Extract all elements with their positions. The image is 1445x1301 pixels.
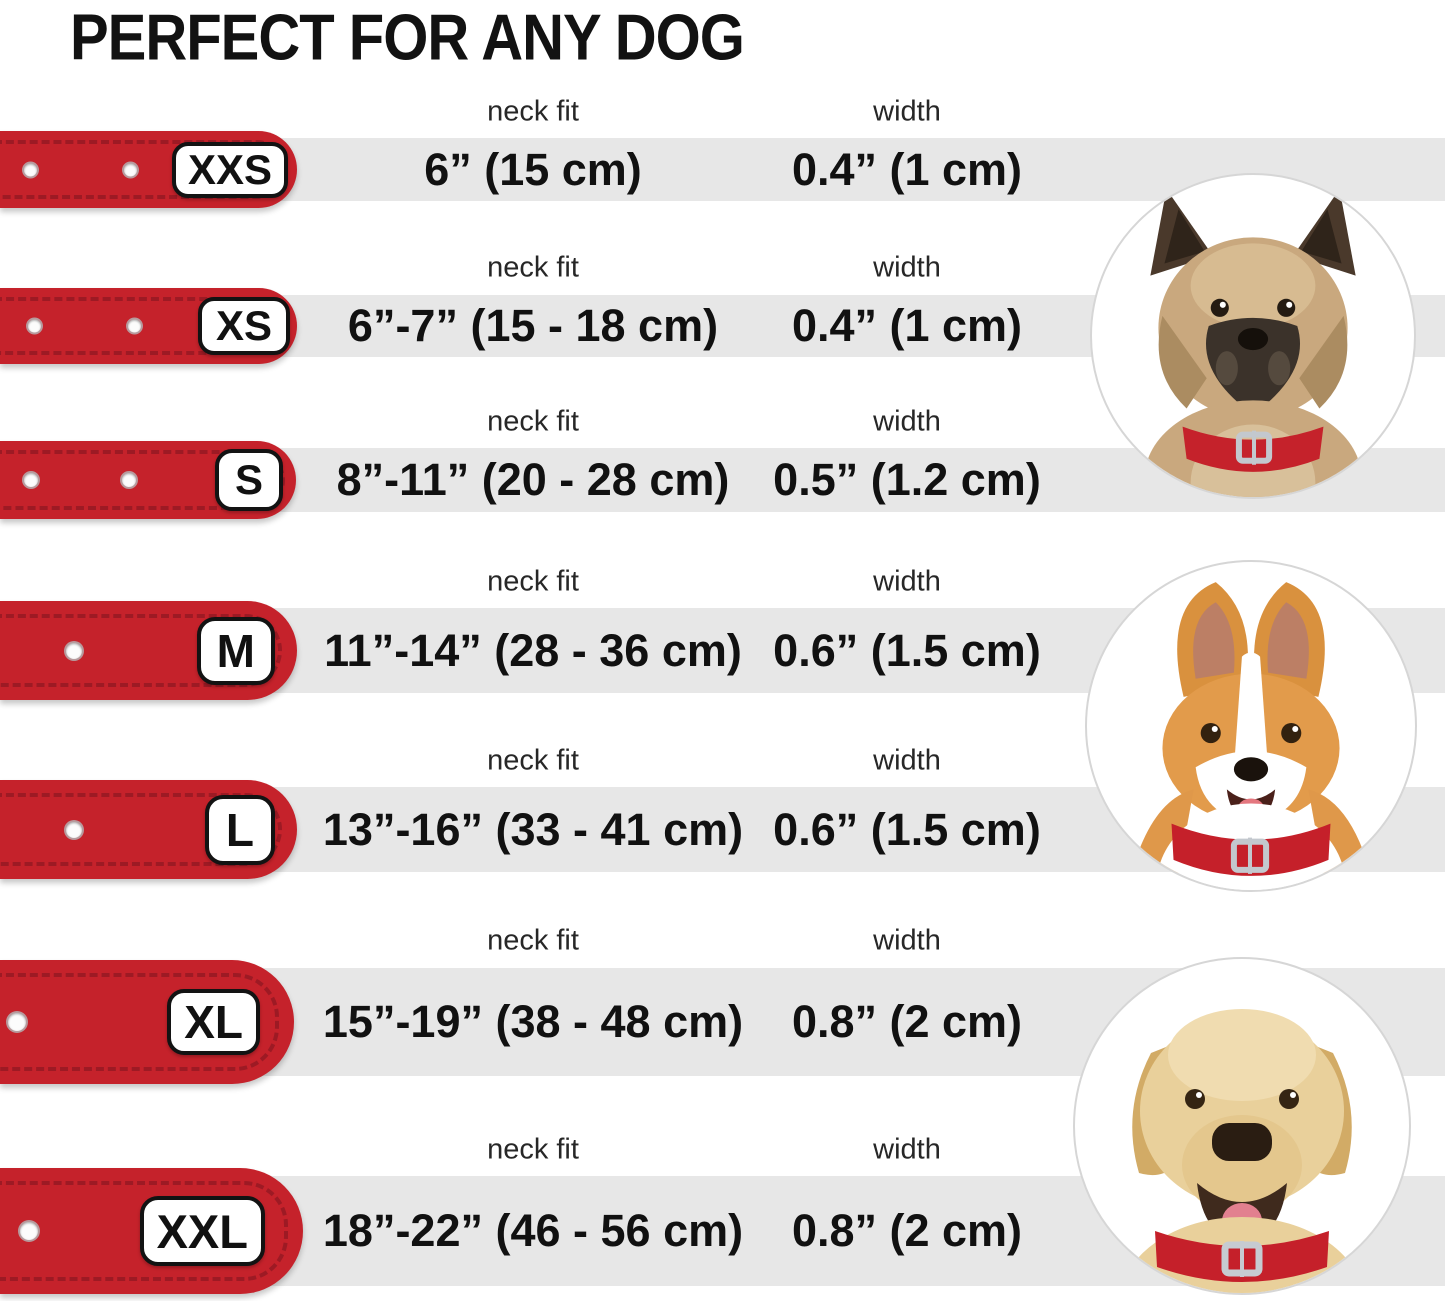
width-value: 0.4” (1 cm): [791, 300, 1023, 351]
corgi-dog-illustration: [1127, 582, 1375, 890]
collar-strap-l: L: [0, 780, 297, 879]
neck-fit-value: 15”-19” (38 - 48 cm): [322, 996, 744, 1047]
size-badge: XXS: [171, 141, 288, 198]
neck-fit-column-label: neck fit: [487, 405, 579, 438]
neck-fit-column-label: neck fit: [487, 924, 579, 957]
collar-strap-xxs: XXS: [0, 131, 297, 208]
collar-hole: [64, 640, 84, 661]
collar-strap-xxl: XXL: [0, 1168, 303, 1294]
size-badge: S: [214, 449, 283, 511]
neck-fit-value: 6” (15 cm): [424, 143, 642, 195]
corgi-dog-photo: [1085, 560, 1417, 892]
size-badge: XS: [197, 297, 290, 355]
width-value: 0.8” (2 cm): [791, 996, 1023, 1047]
collar-hole: [126, 317, 143, 335]
width-column-label: width: [873, 924, 941, 957]
width-column-label: width: [873, 1133, 941, 1166]
collar-hole: [22, 161, 39, 178]
collar-hole: [18, 1220, 40, 1242]
neck-fit-column-label: neck fit: [487, 251, 579, 284]
page-title: PERFECT FOR ANY DOG: [70, 1, 745, 74]
size-badge: XXL: [139, 1196, 265, 1266]
neck-fit-column-label: neck fit: [487, 95, 579, 128]
terrier-dog-illustration: [1144, 189, 1362, 497]
collar-strap-s: S: [0, 441, 296, 519]
width-value: 0.6” (1.5 cm): [773, 624, 1041, 676]
collar-strap-xs: XS: [0, 288, 297, 364]
width-value: 0.5” (1.2 cm): [773, 454, 1041, 505]
width-value: 0.8” (2 cm): [791, 1205, 1023, 1256]
neck-fit-value: 13”-16” (33 - 41 cm): [322, 803, 744, 855]
neck-fit-value: 8”-11” (20 - 28 cm): [336, 454, 730, 505]
size-badge: L: [204, 794, 275, 865]
collar-hole: [122, 161, 139, 178]
collar-hole: [6, 1011, 28, 1033]
collar-hole: [26, 317, 43, 335]
neck-fit-column-label: neck fit: [487, 744, 579, 777]
width-column-label: width: [873, 251, 941, 284]
terrier-dog-photo: [1090, 173, 1416, 499]
collar-hole: [64, 819, 84, 840]
neck-fit-value: 6”-7” (15 - 18 cm): [347, 300, 719, 351]
width-column-label: width: [873, 565, 941, 598]
collar-strap-xl: XL: [0, 960, 294, 1084]
size-badge: XL: [167, 989, 260, 1055]
neck-fit-column-label: neck fit: [487, 565, 579, 598]
width-column-label: width: [873, 405, 941, 438]
width-column-label: width: [873, 744, 941, 777]
size-badge: M: [196, 616, 275, 685]
labrador-dog-illustration: [1120, 1009, 1364, 1293]
neck-fit-value: 11”-14” (28 - 36 cm): [324, 624, 742, 676]
collar-strap-m: M: [0, 601, 297, 700]
neck-fit-column-label: neck fit: [487, 1133, 579, 1166]
collar-hole: [120, 471, 138, 489]
collar-hole: [22, 471, 40, 489]
neck-fit-value: 18”-22” (46 - 56 cm): [322, 1205, 744, 1256]
width-column-label: width: [873, 95, 941, 128]
width-value: 0.4” (1 cm): [791, 143, 1023, 195]
labrador-dog-photo: [1073, 957, 1411, 1295]
width-value: 0.6” (1.5 cm): [773, 803, 1041, 855]
